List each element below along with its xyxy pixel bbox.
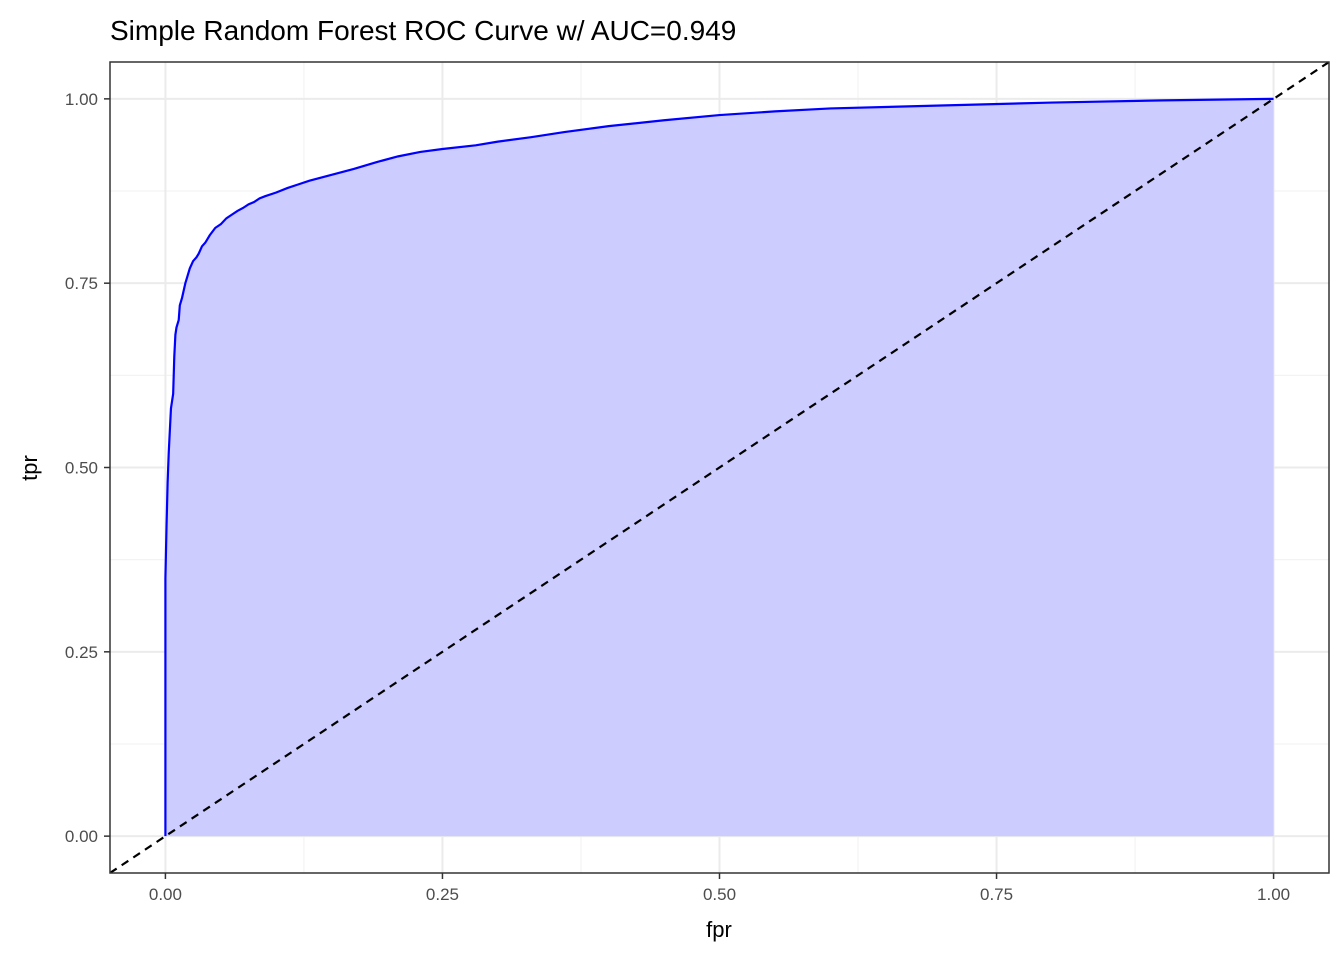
- roc-curve: [164, 97, 1274, 837]
- x-axis-title: fpr: [706, 917, 732, 942]
- y-tick-label: 0.00: [65, 827, 98, 846]
- plot-area: 0.00 0.25 0.50 0.75 1.00 0.00 0.25 0.50 0.75 1.00: [65, 61, 1330, 904]
- y-tick-label: 0.50: [65, 459, 98, 478]
- diagonal-reference-line: [110, 62, 1329, 873]
- y-axis-title: tpr: [17, 455, 42, 481]
- x-tick-label: 1.00: [1257, 885, 1290, 904]
- x-tick-label: 0.75: [980, 885, 1013, 904]
- x-tick-label: 0.50: [703, 885, 736, 904]
- chart-title: Simple Random Forest ROC Curve w/ AUC=0.…: [110, 15, 736, 46]
- y-tick-label: 1.00: [65, 90, 98, 109]
- x-tick-label: 0.00: [149, 885, 182, 904]
- y-tick-label: 0.75: [65, 274, 98, 293]
- y-tick-label: 0.25: [65, 643, 98, 662]
- x-tick-label: 0.25: [426, 885, 459, 904]
